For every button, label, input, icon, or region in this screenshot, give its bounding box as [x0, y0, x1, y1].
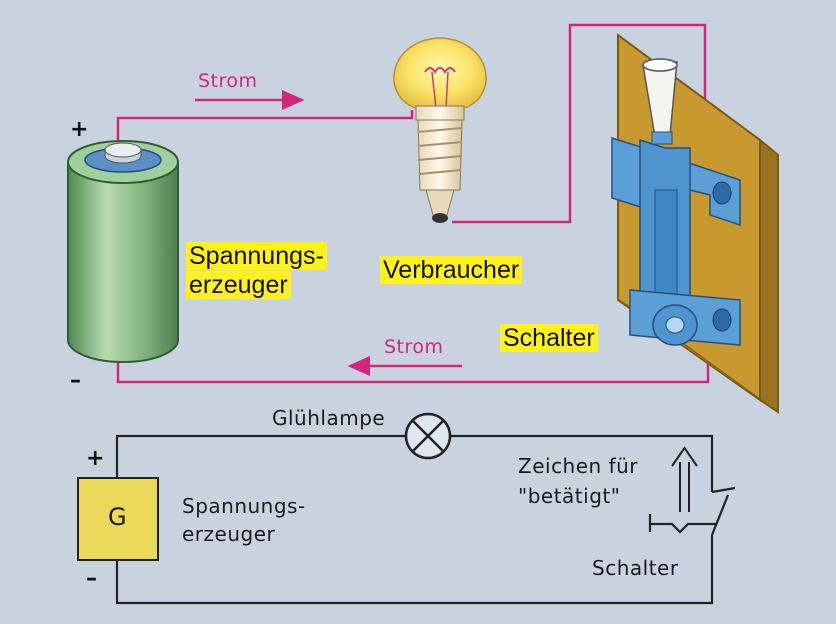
actuated-label-line2: "betätigt" [518, 484, 621, 508]
generator-label-line2: erzeuger [186, 271, 291, 299]
schematic-generator-line1: Spannungs- [182, 494, 306, 518]
light-bulb-icon [393, 37, 487, 223]
battery-minus-sign: – [70, 368, 81, 393]
actuated-arrow-icon [671, 446, 698, 512]
actuated-label-line1: Zeichen für [518, 454, 639, 478]
generator-symbol-letter: G [108, 503, 128, 531]
current-label-top: Strom [198, 70, 258, 92]
lamp-symbol-icon [404, 412, 452, 460]
generator-symbol-box [77, 477, 159, 561]
battery-icon [67, 140, 179, 363]
schematic-wiring [115, 434, 714, 605]
schematic-switch-label: Schalter [592, 556, 679, 580]
toggle-switch-icon [611, 33, 779, 414]
consumer-label-text: Verbraucher [380, 256, 523, 284]
switch-label: Schalter [500, 324, 598, 353]
consumer-label: Verbraucher [380, 256, 523, 285]
switch-label-text: Schalter [500, 324, 598, 352]
schematic-generator-line2: erzeuger [182, 522, 276, 546]
current-label-bottom: Strom [384, 336, 444, 358]
schematic-plus-sign: + [86, 446, 105, 471]
lamp-label: Glühlampe [272, 406, 386, 430]
generator-label-line1: Spannungs- [186, 242, 327, 270]
switch-symbol-icon [648, 486, 736, 536]
battery-plus-sign: + [70, 117, 89, 142]
generator-label: Spannungs- erzeuger [186, 242, 327, 300]
schematic-minus-sign: – [86, 566, 97, 591]
